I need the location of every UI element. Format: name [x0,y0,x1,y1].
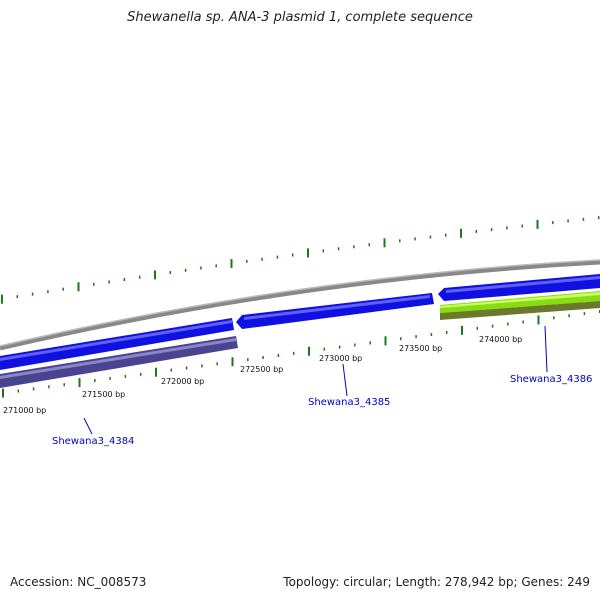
gene-label-link[interactable]: Shewana3_4384 [52,436,134,447]
tick-label: 274000 bp [479,335,522,344]
tick-label: 273500 bp [399,344,442,353]
gene-leader-line [83,417,93,435]
gene-labels[interactable]: Shewana3_4384 Shewana3_4385 Shewana3_4386 [52,374,592,447]
tick-label: 272500 bp [240,365,283,374]
gene-leader-line [342,363,348,397]
position-tick-labels: 271000 bp 271500 bp 272000 bp 272500 bp 2730… [3,335,522,415]
gene-label-leaders [83,325,548,435]
tick-label: 273000 bp [319,354,362,363]
accession-text: Accession: NC_008573 [10,575,147,589]
gene-label-link[interactable]: Shewana3_4386 [510,374,592,385]
tick-label: 272000 bp [161,377,204,386]
gene-label-link[interactable]: Shewana3_4385 [308,397,390,408]
inner-tick-marks [2,310,600,398]
tick-label: 271500 bp [82,390,125,399]
tick-label: 271000 bp [3,406,46,415]
gene-leader-line [544,325,548,373]
map-title: Shewanella sp. ANA-3 plasmid 1, complete… [127,10,473,25]
topology-stats-text: Topology: circular; Length: 278,942 bp; … [283,575,590,589]
outer-tick-marks [1,216,600,304]
backbone-track [0,259,600,351]
